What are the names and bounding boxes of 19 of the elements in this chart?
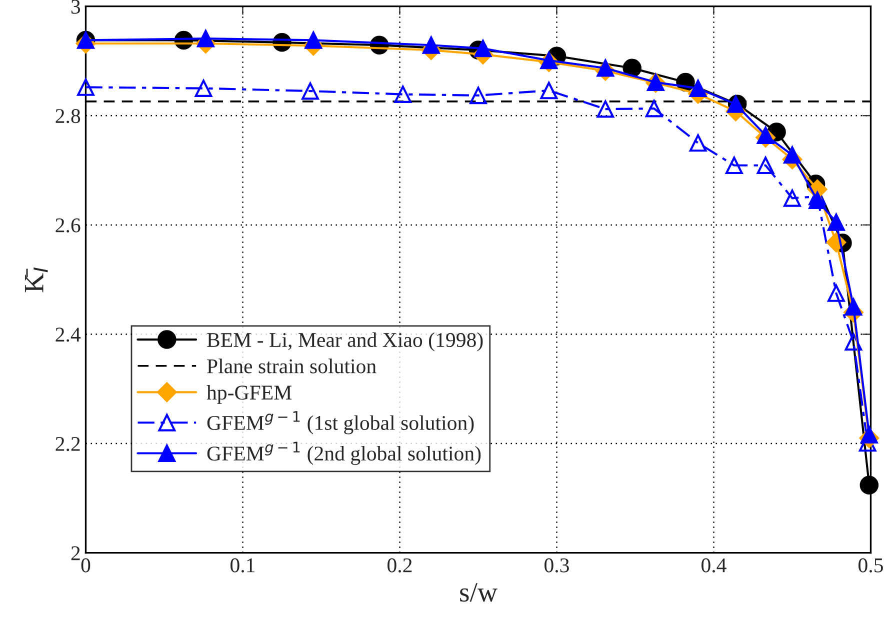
legend-label: BEM - Li, Mear and Xiao (1998) — [207, 332, 483, 352]
y-tick-label: 2.6 — [56, 218, 80, 232]
legend-label: GFEM$^{g−1}$ (1st global solution) — [207, 411, 474, 434]
legend-label: GFEM$^{g−1}$ (2nd global solution) — [207, 442, 481, 465]
legend-label: Plane strain solution — [207, 358, 376, 374]
x-tick-label: 0.4 — [702, 558, 726, 572]
legend-label: hp-GFEM — [206, 384, 292, 404]
x-axis-title: s/w — [460, 583, 498, 602]
y-tick-label: 2 — [71, 546, 80, 560]
y-tick-label: 2.2 — [56, 436, 80, 452]
y-axis-title: K̄$_{I}$ — [25, 268, 48, 292]
x-tick-label: 0.2 — [388, 558, 412, 572]
y-tick-label: 2.8 — [56, 109, 80, 124]
x-tick-label: 0.5 — [858, 558, 883, 572]
y-tick-label: 3 — [71, 0, 80, 14]
x-tick-label: 0 — [81, 558, 90, 572]
y-tick-label: 2.4 — [56, 328, 81, 342]
x-tick-label: 0.1 — [230, 558, 255, 572]
x-tick-label: 0.3 — [544, 558, 569, 572]
